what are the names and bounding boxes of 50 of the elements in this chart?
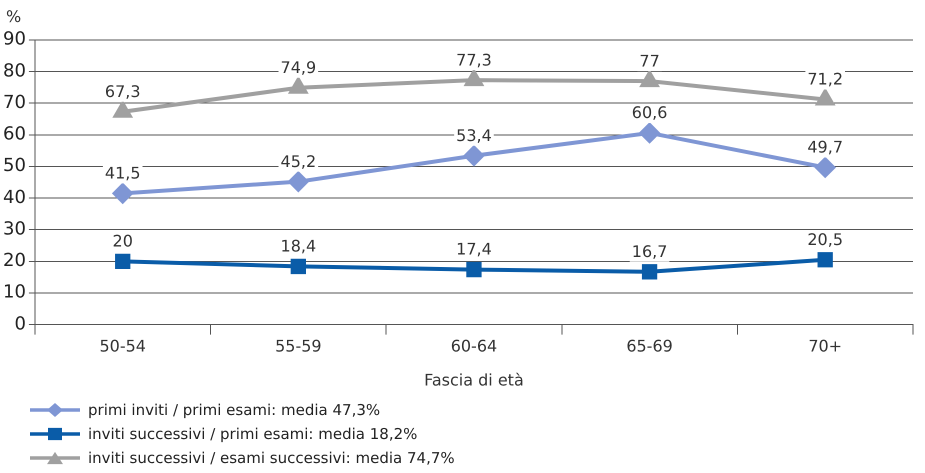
data-label: 18,4	[280, 236, 316, 256]
y-tick-label: 70	[3, 92, 26, 113]
point	[465, 70, 483, 86]
y-axis-title: %	[6, 7, 22, 26]
data-label: 49,7	[807, 138, 844, 157]
point	[640, 122, 660, 143]
y-tick-label: 30	[3, 218, 26, 240]
data-label: 45,2	[280, 152, 316, 171]
x-tick-label: 70+	[808, 336, 842, 356]
data-label: 67,3	[104, 82, 141, 101]
point	[112, 183, 133, 204]
x-axis-title: Fascia di età	[424, 370, 524, 390]
y-tick-label: 20	[3, 250, 26, 272]
legend-label: primi inviti / primi esami: media 47,3%	[88, 401, 380, 419]
legend-label: inviti successivi / primi esami: media 18,2%	[88, 425, 418, 443]
y-tick-label: 0	[14, 313, 26, 334]
data-label: 16,7	[632, 242, 668, 261]
x-tick-label: 55-59	[275, 336, 322, 356]
data-label: 77	[639, 51, 660, 70]
x-tick-label: 60-64	[450, 336, 498, 356]
data-label: 53,4	[456, 126, 492, 145]
data-label: 77,3	[456, 50, 492, 70]
x-tick-label: 50-54	[99, 336, 146, 356]
point	[288, 172, 308, 192]
data-label: 20	[112, 232, 133, 251]
data-label: 17,4	[456, 240, 492, 259]
point	[642, 264, 658, 280]
point	[114, 102, 132, 118]
legend-label: inviti successivi / esami successivi: media 74,7%	[88, 449, 455, 467]
point	[815, 157, 836, 178]
data-label: 20,5	[807, 230, 844, 249]
y-tick-label: 10	[3, 282, 26, 303]
point	[290, 258, 306, 274]
point	[816, 89, 834, 106]
point	[466, 262, 482, 278]
point	[115, 254, 130, 270]
y-tick-label: 80	[3, 60, 26, 82]
point	[640, 71, 658, 88]
data-label: 71,2	[807, 70, 844, 89]
y-tick-label: 90	[3, 28, 26, 50]
data-label: 74,9	[280, 58, 316, 77]
point	[464, 146, 484, 166]
data-label: 60,6	[632, 103, 668, 122]
point	[818, 252, 833, 268]
y-tick-label: 50	[3, 155, 26, 176]
point	[289, 78, 308, 94]
data-label: 41,5	[104, 164, 141, 183]
x-tick-label: 65-69	[626, 336, 673, 356]
y-tick-label: 40	[3, 186, 26, 208]
y-tick-label: 60	[3, 124, 26, 145]
